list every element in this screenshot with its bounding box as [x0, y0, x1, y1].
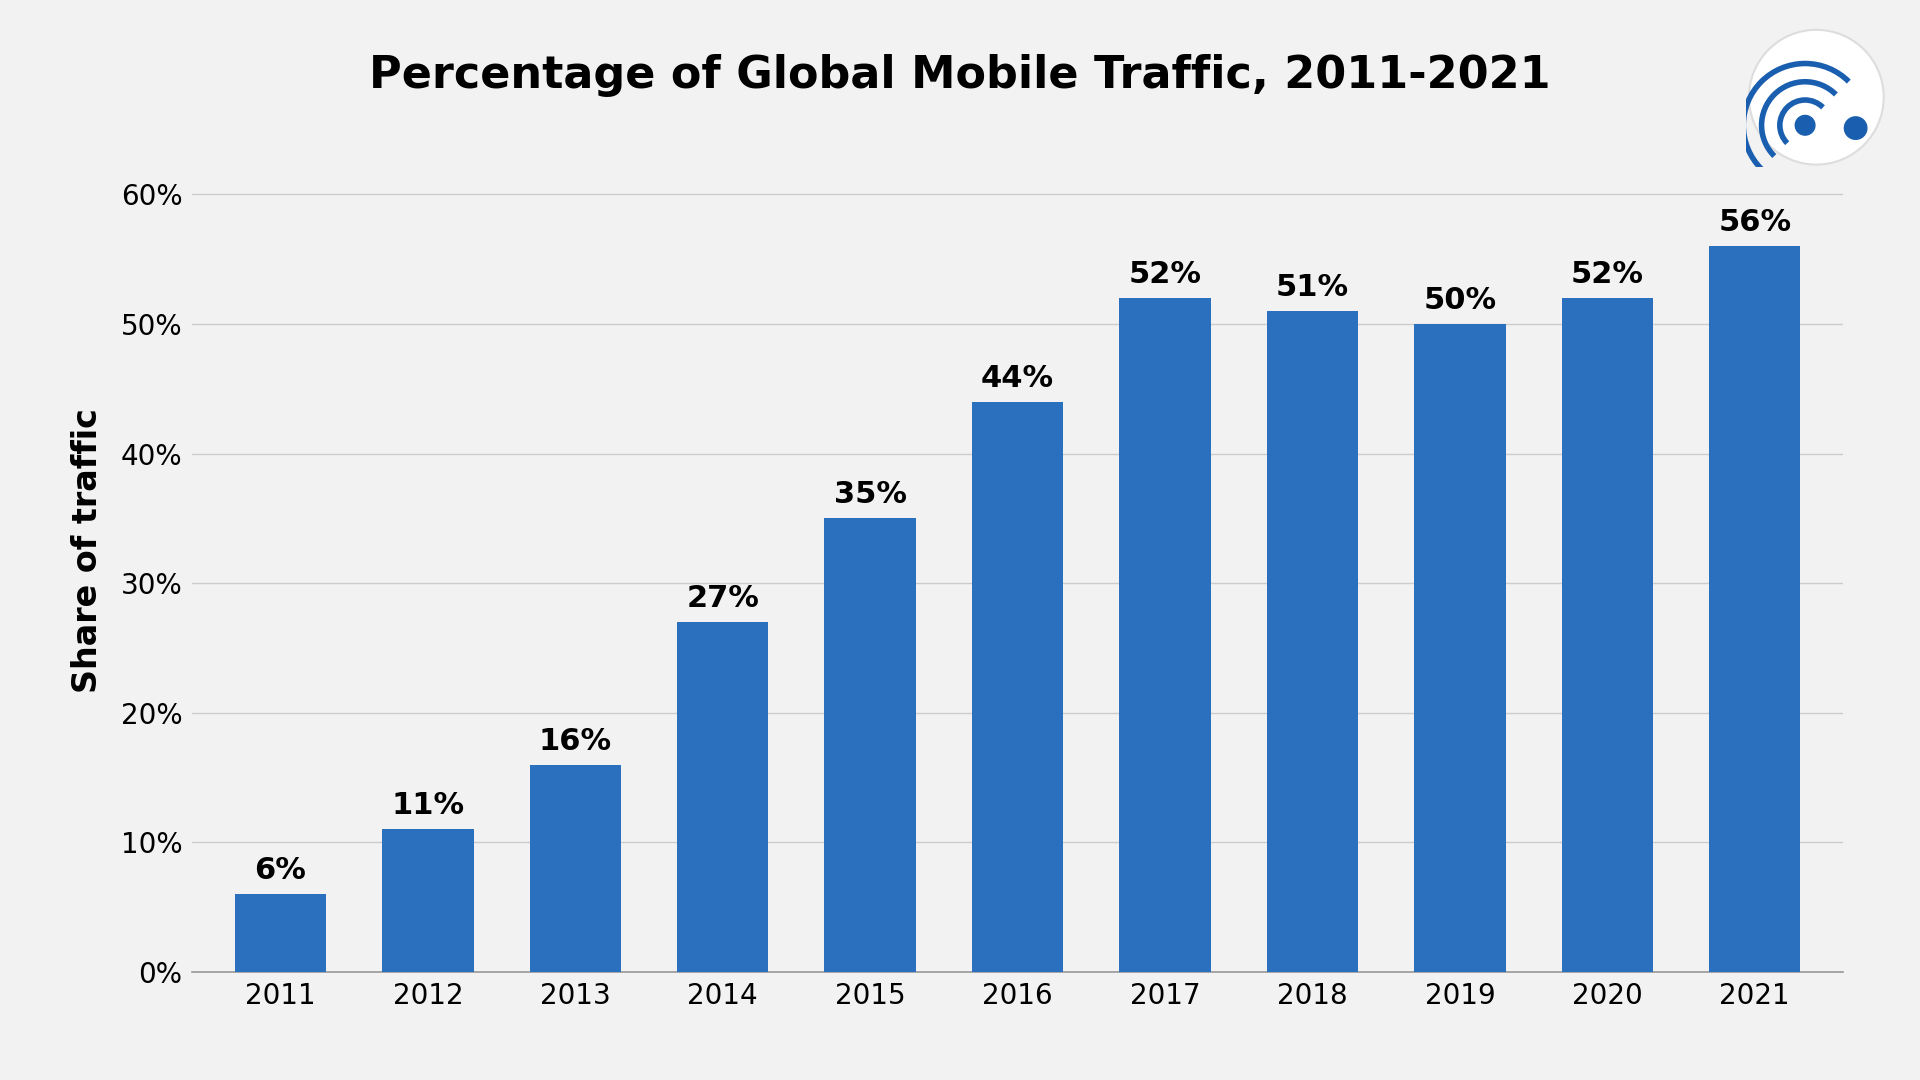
Text: 16%: 16% — [540, 727, 612, 756]
Bar — [972, 402, 1064, 972]
Text: 6%: 6% — [255, 856, 307, 886]
Text: 35%: 35% — [833, 481, 906, 510]
Bar — [678, 622, 768, 972]
Text: 52%: 52% — [1571, 260, 1644, 289]
Bar — [530, 765, 620, 972]
Text: 50%: 50% — [1423, 286, 1496, 315]
Text: 11%: 11% — [392, 792, 465, 821]
Text: 56%: 56% — [1718, 208, 1791, 238]
Bar — [1267, 311, 1357, 972]
Text: 52%: 52% — [1129, 260, 1202, 289]
Text: 44%: 44% — [981, 364, 1054, 393]
Bar — [1119, 298, 1212, 972]
Bar — [1561, 298, 1653, 972]
Circle shape — [1845, 117, 1866, 139]
Bar — [234, 894, 326, 972]
Bar — [1415, 324, 1505, 972]
Bar — [382, 829, 474, 972]
Text: Percentage of Global Mobile Traffic, 2011-2021: Percentage of Global Mobile Traffic, 201… — [369, 54, 1551, 97]
Text: 51%: 51% — [1277, 273, 1350, 302]
Circle shape — [1749, 30, 1884, 164]
Y-axis label: Share of traffic: Share of traffic — [71, 408, 104, 693]
Text: 27%: 27% — [685, 584, 758, 613]
Bar — [1709, 246, 1801, 972]
Bar — [824, 518, 916, 972]
Circle shape — [1795, 116, 1814, 135]
